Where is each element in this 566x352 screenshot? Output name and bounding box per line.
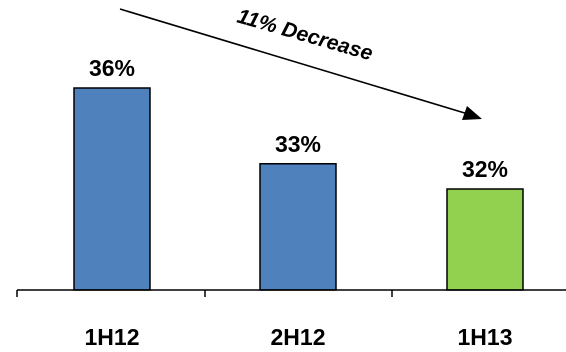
trend-annotation-label: 11% Decrease [235, 5, 376, 66]
data-label-1h12: 36% [89, 55, 135, 81]
trend-annotation: 11% Decrease [119, 5, 482, 120]
trend-arrow-head [462, 106, 482, 120]
x-tick-label-1h12: 1H12 [85, 324, 140, 350]
bar-2h12 [259, 163, 337, 291]
data-label-2h12: 33% [275, 131, 321, 157]
x-tick-label-2h12: 2H12 [271, 324, 326, 350]
data-label-1h13: 32% [462, 156, 508, 182]
x-axis: 1H12 2H12 1H13 [16, 289, 566, 350]
bar-1h13 [446, 188, 524, 291]
trend-arrow-line [119, 8, 469, 115]
bar-1h12 [73, 87, 151, 291]
data-labels-layer: 36% 33% 32% [89, 55, 508, 182]
bars-layer [73, 87, 524, 291]
x-tick-label-1h13: 1H13 [458, 324, 513, 350]
